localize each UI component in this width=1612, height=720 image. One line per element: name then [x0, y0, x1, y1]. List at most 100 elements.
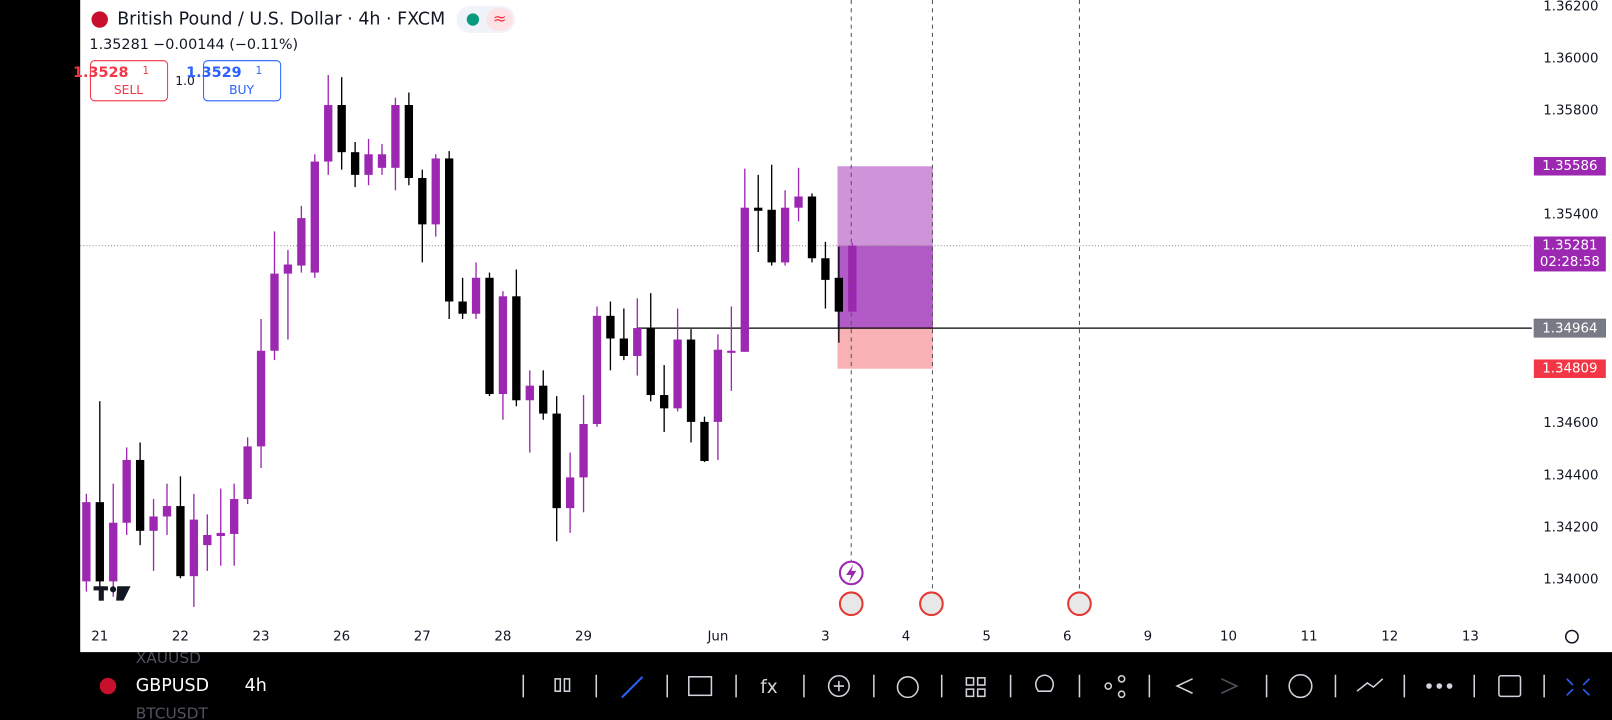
candle-body [579, 423, 588, 478]
price-label-bg [1533, 319, 1606, 338]
candle-body [821, 258, 830, 280]
us-flag-icon[interactable] [919, 591, 944, 617]
symbol-icon [91, 11, 108, 28]
x-tick-label: 13 [1462, 630, 1479, 645]
share-icon[interactable] [1104, 682, 1113, 690]
candle-body [619, 338, 629, 356]
us-flag-icon[interactable] [838, 591, 864, 617]
candle-body [270, 273, 279, 351]
candle-body [740, 207, 749, 352]
candle-body [458, 301, 467, 314]
candle-body [834, 277, 844, 312]
candle-body [256, 350, 266, 447]
tv-logo [93, 586, 131, 601]
x-tick-label: 6 [1063, 630, 1071, 645]
x-tick-label: 29 [575, 630, 592, 645]
x-tick-label: 21 [91, 630, 108, 645]
candle-body [485, 277, 494, 395]
candle-body [431, 158, 440, 225]
settings-icon[interactable] [1564, 629, 1579, 644]
sell-price: 1.3528 [73, 65, 128, 81]
status-icon: ≈ [493, 9, 507, 28]
candle-body [552, 413, 561, 509]
x-tick-label: 3 [821, 630, 829, 645]
candle-body [512, 296, 521, 401]
collapse-icon[interactable] [1566, 678, 1590, 696]
candle-body [592, 315, 602, 424]
ideas-icon[interactable] [1035, 674, 1055, 692]
candle-body [633, 328, 642, 356]
layout-icon[interactable] [965, 677, 975, 686]
candle-body [418, 177, 427, 225]
x-tick-label: 27 [414, 630, 431, 645]
price-label-bg [1533, 156, 1606, 176]
undo-icon[interactable] [1175, 678, 1193, 694]
x-tick-label: 26 [333, 630, 350, 645]
candle-body [135, 459, 145, 531]
compare-icon[interactable] [1356, 678, 1384, 692]
indicator-icon[interactable] [688, 676, 713, 697]
plot: 1.36200 1.36000 1.35800 1.35400 1.34600 1.344… [80, 0, 1598, 645]
x-tick-label: 23 [253, 630, 270, 645]
x-tick-label: 22 [172, 630, 189, 645]
buy-label: BUY [229, 83, 254, 97]
candle-body [122, 459, 131, 523]
symbol-title[interactable]: British Pound / U.S. Dollar · 4h · FXCM [117, 10, 445, 30]
info-icon[interactable] [1288, 673, 1313, 699]
candle-body [243, 446, 252, 500]
market-open-dot [466, 13, 480, 26]
candle-body [660, 395, 669, 409]
toolbar-symbol[interactable]: GBPUSD [136, 676, 209, 696]
candle-body [203, 534, 212, 546]
y-tick-label: 1.34600 [1543, 416, 1598, 431]
candle-body [337, 105, 346, 153]
toolbar-interval[interactable]: 4h [245, 676, 267, 696]
x-tick-label: 4 [902, 630, 910, 645]
quantity[interactable]: 1.0 [175, 74, 195, 88]
candle-body [176, 506, 185, 577]
candle-body [324, 105, 333, 162]
candle-body [95, 502, 104, 582]
us-flag-icon[interactable] [1067, 591, 1092, 617]
symbol-below[interactable]: BTCUSDT [136, 704, 209, 720]
candle-body [364, 154, 373, 175]
candle-body [162, 506, 172, 517]
x-tick-label: 10 [1220, 630, 1237, 645]
price-label: 1.35281 [1542, 239, 1597, 254]
candle-body [807, 196, 817, 259]
fullscreen-icon[interactable] [1498, 675, 1522, 698]
buy-button[interactable] [203, 60, 282, 102]
candle-body [216, 532, 225, 537]
candles-icon[interactable] [554, 678, 562, 692]
add-icon[interactable] [827, 675, 850, 698]
y-tick-label: 1.34200 [1543, 520, 1598, 535]
alert-icon[interactable] [896, 676, 919, 699]
candle-body [391, 105, 400, 168]
redo-icon [1221, 678, 1239, 694]
candle-body [646, 328, 655, 396]
candle-body [109, 522, 118, 582]
candle-body [727, 350, 736, 353]
buy-pip: 1 [256, 65, 263, 77]
candle-body [848, 245, 857, 312]
x-tick-label: 5 [982, 630, 990, 645]
candle-body [673, 339, 682, 409]
status-icon-bg [486, 8, 514, 31]
x-tick-label: Jun [706, 630, 728, 645]
stop-zone [837, 328, 933, 369]
event-icons[interactable] [838, 560, 1092, 617]
candle-body [754, 207, 763, 211]
sell-button[interactable] [89, 60, 169, 102]
candle-body [713, 349, 723, 422]
candle-body [565, 477, 575, 509]
fx-icon[interactable]: fx [760, 677, 778, 698]
draw-icon[interactable] [621, 676, 644, 699]
toolbar-icons: fx [522, 673, 1590, 699]
x-tick-label: 28 [494, 630, 511, 645]
symbol-above[interactable]: XAUUSD [136, 649, 201, 667]
candle-body [377, 154, 387, 168]
candle-body [700, 421, 709, 461]
event-lines [850, 0, 1080, 592]
